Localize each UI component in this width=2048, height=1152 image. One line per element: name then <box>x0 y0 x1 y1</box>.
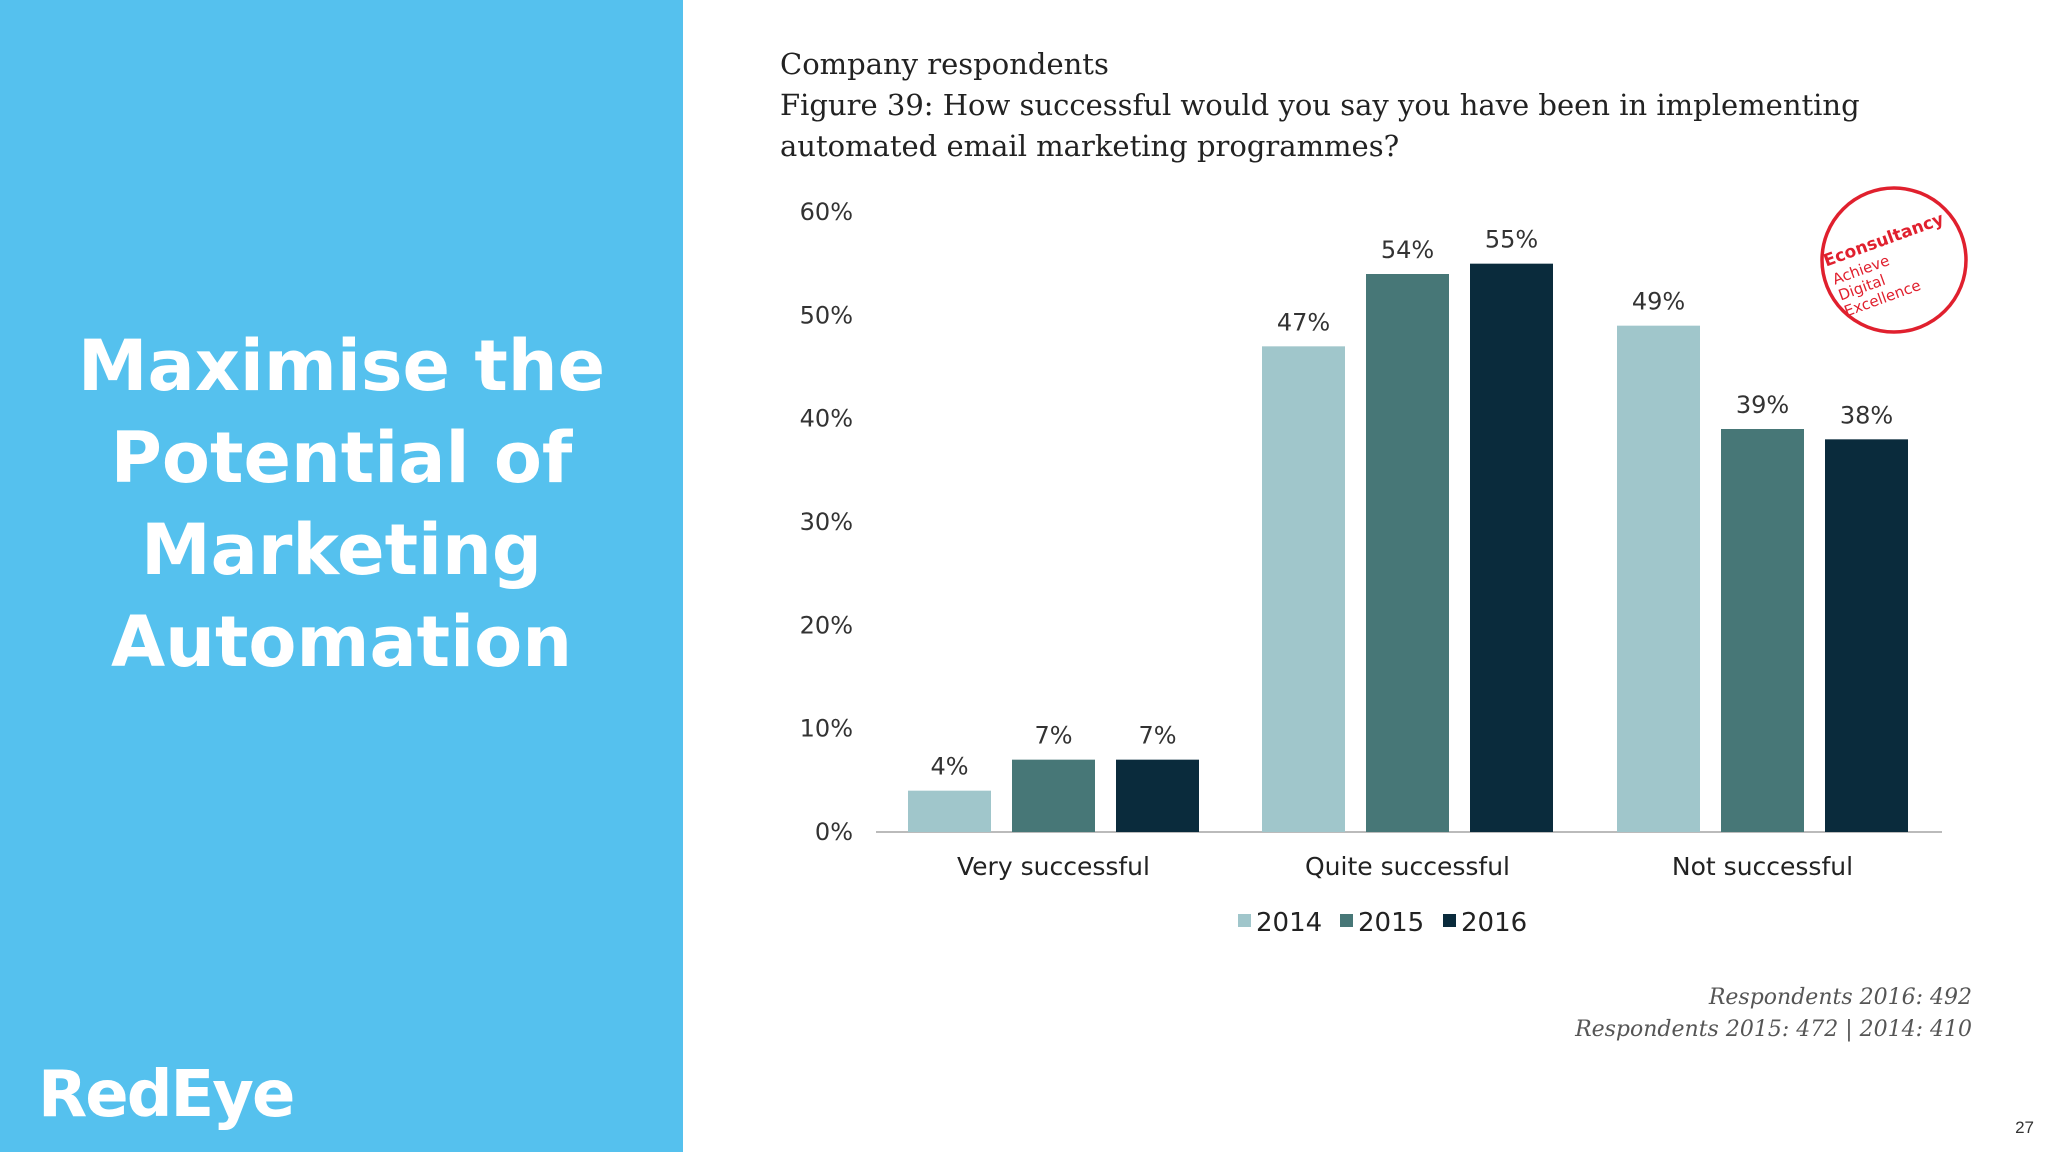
data-label: 54% <box>1381 236 1434 264</box>
figure-header: Company respondents <box>780 47 1109 81</box>
y-tick-label: 20% <box>800 611 853 639</box>
respondents-line: Respondents 2016: 492 <box>1708 985 1972 1010</box>
bar-2014-2 <box>1617 325 1700 832</box>
legend-label: 2015 <box>1358 908 1424 938</box>
page-number: 27 <box>2015 1118 2034 1137</box>
slide-headline: Maximise the Potential of Marketing Auto… <box>0 320 683 688</box>
x-category-label: Not successful <box>1672 852 1853 881</box>
data-label: 55% <box>1485 226 1538 254</box>
legend-label: 2016 <box>1461 908 1527 938</box>
bar-2016-1 <box>1470 263 1553 833</box>
bar-2014-0 <box>908 790 991 832</box>
bar-2015-0 <box>1012 759 1095 832</box>
bar-2016-2 <box>1825 439 1908 832</box>
y-tick-label: 50% <box>800 301 853 329</box>
left-panel: Maximise the Potential of Marketing Auto… <box>0 0 683 1152</box>
y-tick-label: 0% <box>815 818 853 846</box>
x-category-label: Quite successful <box>1305 852 1510 881</box>
x-category-label: Very successful <box>957 852 1150 881</box>
bar-2016-0 <box>1116 759 1199 832</box>
respondents-note: Respondents 2016: 492 Respondents 2015: … <box>1575 982 1972 1046</box>
data-label: 7% <box>1138 722 1176 750</box>
data-label: 39% <box>1736 391 1789 419</box>
redeye-logo: RedEye <box>38 1058 295 1132</box>
data-label: 4% <box>930 753 968 781</box>
bar-2015-2 <box>1721 429 1804 832</box>
headline-line: Potential of <box>110 417 573 499</box>
legend-label: 2014 <box>1256 908 1322 938</box>
y-tick-label: 40% <box>800 405 853 433</box>
headline-line: Maximise the <box>77 325 606 407</box>
y-tick-label: 30% <box>800 508 853 536</box>
data-label: 47% <box>1277 308 1330 336</box>
econsultancy-badge-ring <box>1820 186 1968 334</box>
legend-swatch-2015 <box>1340 914 1353 927</box>
bar-2014-1 <box>1262 346 1345 832</box>
figure-title-line: Figure 39: How successful would you say … <box>780 88 1860 122</box>
y-tick-label: 60% <box>800 198 853 226</box>
respondents-line: Respondents 2015: 472 | 2014: 410 <box>1575 1017 1972 1042</box>
legend-swatch-2016 <box>1443 914 1456 927</box>
headline-line: Automation <box>110 601 573 683</box>
y-tick-label: 10% <box>800 715 853 743</box>
headline-line: Marketing <box>141 509 542 591</box>
data-label: 38% <box>1840 401 1893 429</box>
bar-2015-1 <box>1366 274 1449 832</box>
figure-caption: Company respondents Figure 39: How succe… <box>780 44 1930 167</box>
legend-swatch-2014 <box>1238 914 1251 927</box>
figure-title-line: automated email marketing programmes? <box>780 129 1400 163</box>
data-label: 49% <box>1632 288 1685 316</box>
data-label: 7% <box>1034 722 1072 750</box>
